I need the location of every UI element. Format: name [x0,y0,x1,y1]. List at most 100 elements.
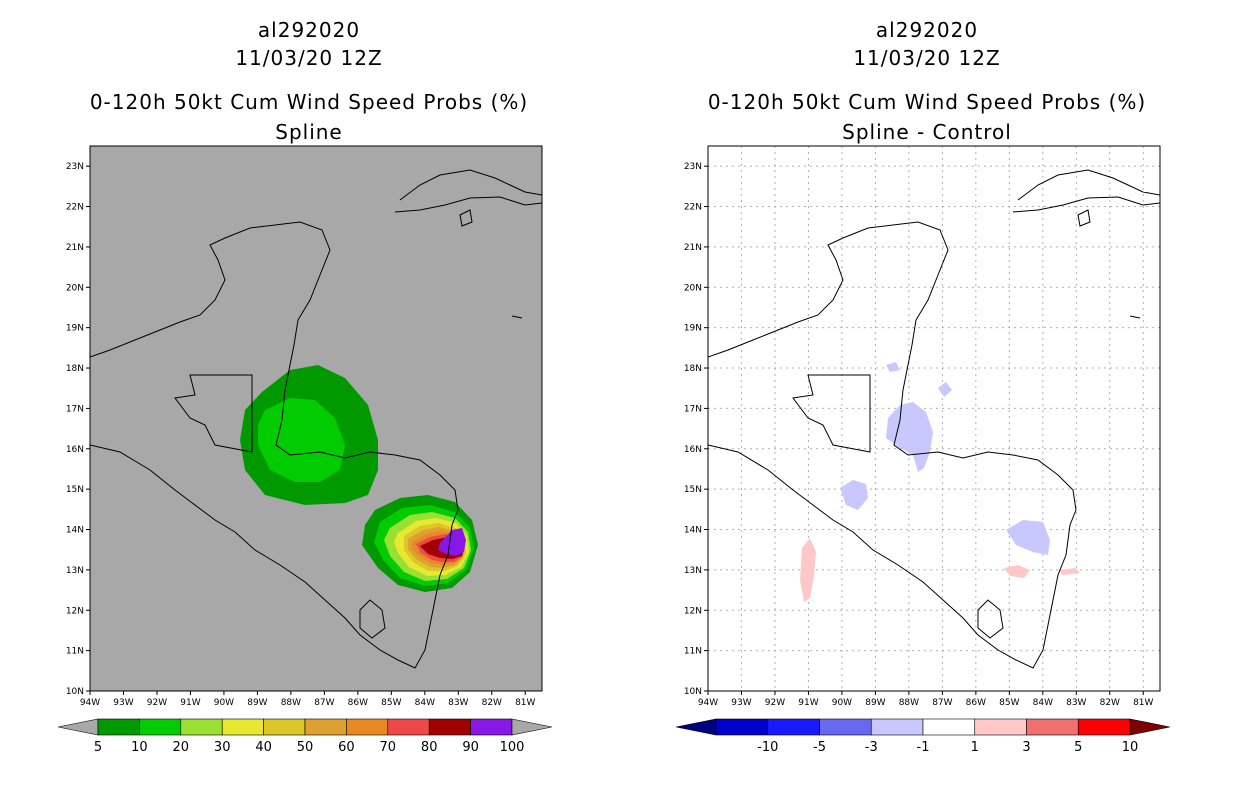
y-axis: 10N 11N 12N 13N 14N 15N 16N 17N 18N 19N 20N 21N 22N 2… [684,162,708,697]
y-tick-label: 21N [66,243,84,253]
colorbar-swatch [974,718,1027,736]
x-tick-label: 86W [348,698,368,708]
y-tick-label: 14N [684,526,702,536]
colorbar-swatch [922,718,976,736]
colorbar-right: -10 -5 -3 -1 1 3 5 10 [675,718,1171,755]
colorbar-over-arrow [511,718,553,736]
x-tick-label: 87W [932,698,952,708]
y-tick-label: 20N [684,283,702,293]
x-tick-label: 93W [113,698,133,708]
y-tick-label: 11N [684,647,702,657]
colorbar-swatch [387,718,430,736]
x-axis: 94W 93W 92W 91W 90W 89W 88W 87W 86W 85W 84W 83W 82W 8… [698,691,1154,708]
coastlines-right [708,169,1160,669]
diff-negative-nicaragua [1006,520,1050,555]
colorbar-label: 5 [1074,740,1082,755]
y-tick-label: 13N [684,566,702,576]
x-tick-label: 87W [314,698,334,708]
x-axis: 94W 93W 92W 91W 90W 89W 88W 87W 86W 85W 84W 83W 82W 8… [80,691,536,708]
colorbar-under-arrow [675,718,717,736]
x-tick-label: 94W [80,698,100,708]
map-svg-left: 10N 11N 12N 13N 14N 15N 16N 17N 18N 19N 20N 21N 22N 2… [57,145,553,755]
x-tick-label: 84W [415,698,435,708]
colorbar-label: 100 [500,740,525,755]
x-tick-label: 92W [765,698,785,708]
colorbar-swatch [470,718,513,736]
colorbar-swatch [97,718,140,736]
colorbar-swatch [870,718,924,736]
colorbar-label: 30 [214,740,231,755]
x-tick-label: 83W [448,698,468,708]
y-tick-label: 22N [66,203,84,213]
x-tick-label: 94W [698,698,718,708]
x-tick-label: 91W [798,698,818,708]
y-tick-label: 12N [66,606,84,616]
colorbar-label: 40 [255,740,272,755]
colorbar-swatch [180,718,223,736]
y-tick-label: 19N [684,324,702,334]
y-tick-label: 22N [684,203,702,213]
y-tick-label: 18N [684,364,702,374]
y-tick-label: 19N [66,324,84,334]
colorbar-swatch [767,718,820,736]
y-tick-label: 23N [684,162,702,172]
x-tick-label: 85W [999,698,1019,708]
y-tick-label: 15N [66,485,84,495]
colorbar-swatch [139,718,182,736]
diff-negative-belize [886,402,933,472]
y-tick-label: 13N [66,566,84,576]
diff-positive-pacific [800,538,816,602]
x-tick-label: 82W [1100,698,1120,708]
x-tick-label: 93W [731,698,751,708]
y-tick-label: 15N [684,485,702,495]
colorbar-swatch [1077,718,1131,736]
diff-negative-guatemala [840,480,868,510]
map-svg-right: 10N 11N 12N 13N 14N 15N 16N 17N 18N 19N 20N 21N 22N 2… [675,145,1171,755]
y-tick-label: 17N [684,404,702,414]
diff-negative-small-b [886,362,900,372]
x-tick-label: 90W [832,698,852,708]
y-tick-label: 16N [66,445,84,455]
y-tick-label: 11N [66,647,84,657]
y-tick-label: 12N [684,606,702,616]
y-tick-label: 23N [66,162,84,172]
colorbar-label: 50 [297,740,314,755]
map-background [708,146,1160,691]
x-tick-label: 88W [899,698,919,708]
colorbar-swatch [715,718,769,736]
method-title: Spline [275,120,343,144]
colorbar-label: 5 [94,740,102,755]
colorbar-under-arrow [57,718,99,736]
colorbar-swatch [428,718,471,736]
colorbar-label: 70 [380,740,397,755]
colorbar-label: -10 [757,740,778,755]
x-tick-label: 81W [515,698,535,708]
method-title: Spline - Control [842,120,1012,144]
storm-id-title: al292020 [257,18,361,42]
x-tick-label: 81W [1133,698,1153,708]
colorbar-label: -3 [865,740,878,755]
map-frame [89,145,543,692]
x-tick-label: 85W [381,698,401,708]
y-tick-label: 16N [684,445,702,455]
colorbar-label: 3 [1022,740,1030,755]
colorbar-label: 1 [971,740,979,755]
colorbar-label: 80 [421,740,438,755]
colorbar-label: -5 [813,740,826,755]
colorbar-swatch [346,718,389,736]
colorbar-swatch [263,718,306,736]
colorbar-label: 90 [462,740,479,755]
y-tick-label: 10N [684,687,702,697]
y-axis: 10N 11N 12N 13N 14N 15N 16N 17N 18N 19N 20N 21N 22N 2… [66,162,90,697]
y-tick-label: 18N [66,364,84,374]
datetime-title: 11/03/20 12Z [235,46,383,70]
colorbar-label: 60 [338,740,355,755]
x-tick-label: 82W [482,698,502,708]
diff-negative-small-a [938,382,952,397]
colorbar-label: 20 [173,740,190,755]
product-title: 0-120h 50kt Cum Wind Speed Probs (%) [89,90,529,114]
product-title: 0-120h 50kt Cum Wind Speed Probs (%) [707,90,1147,114]
storm-id-title: al292020 [875,18,979,42]
x-tick-label: 84W [1033,698,1053,708]
y-tick-label: 20N [66,283,84,293]
